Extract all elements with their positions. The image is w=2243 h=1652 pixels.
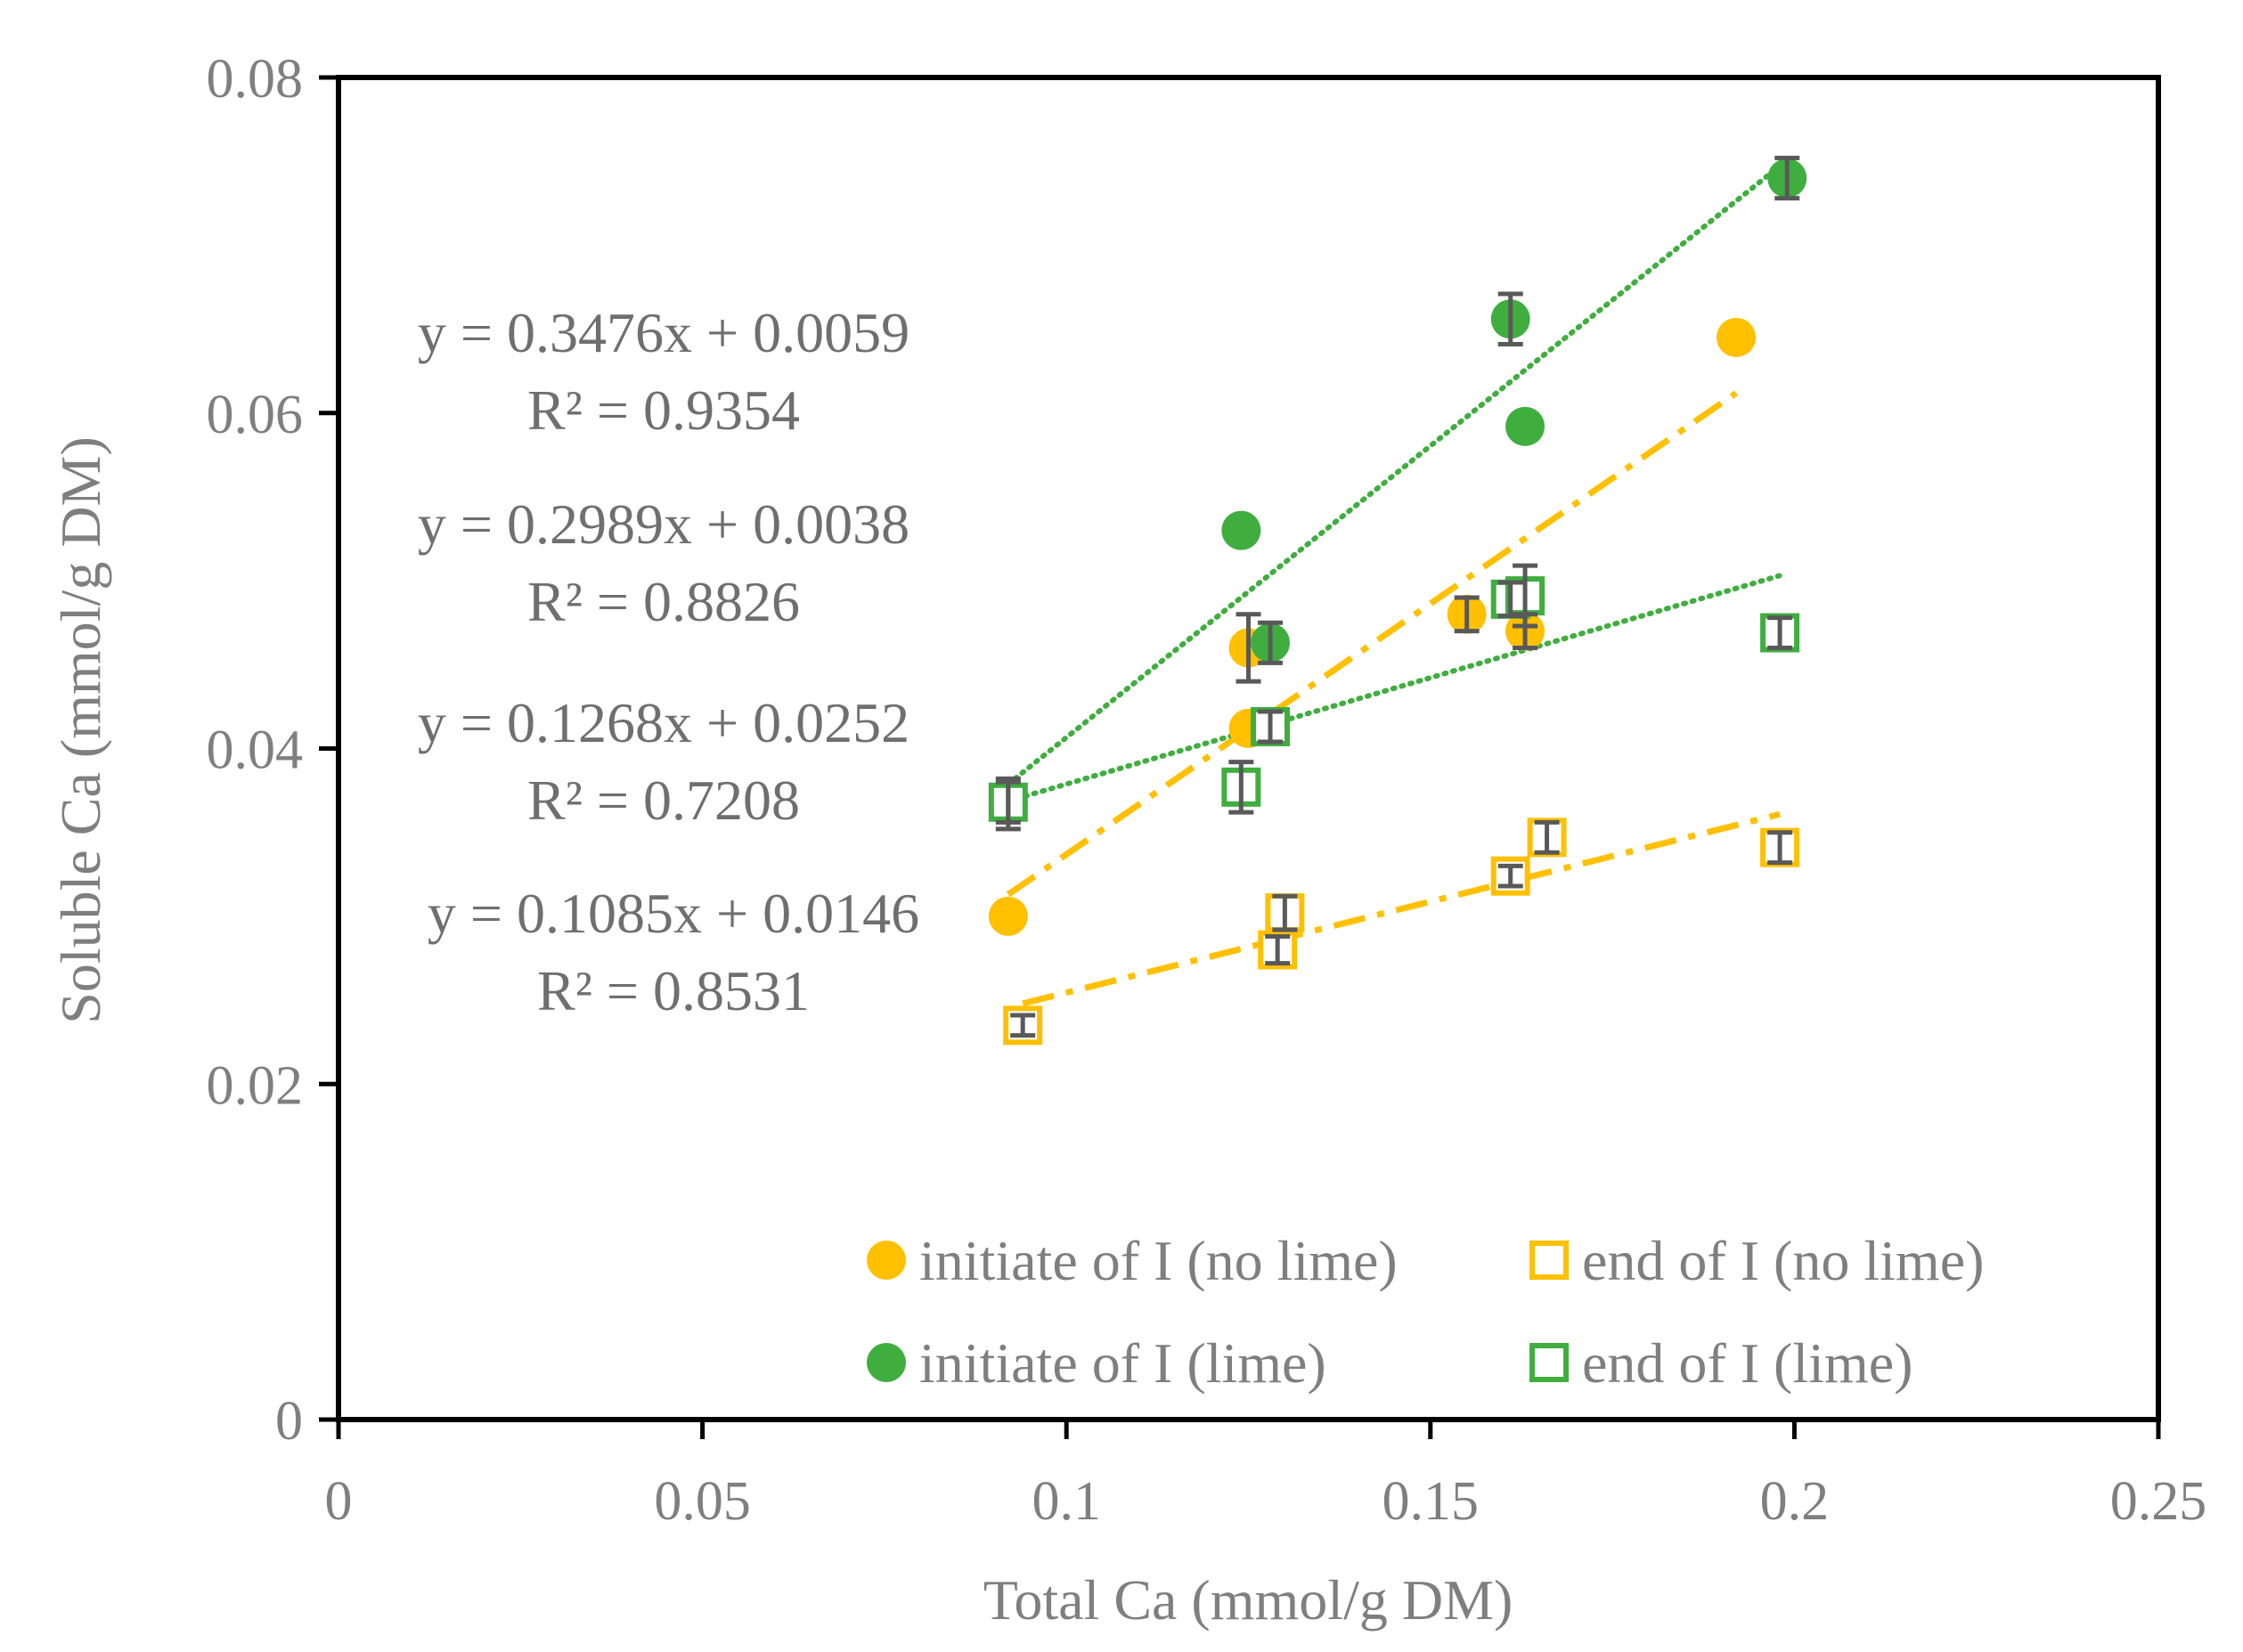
y-tick-label: 0.02 bbox=[207, 1055, 304, 1116]
trendline bbox=[1006, 390, 1739, 898]
trendlines bbox=[1005, 157, 1790, 1007]
x-axis-ticks bbox=[336, 1420, 2161, 1439]
error-bar bbox=[1258, 709, 1284, 745]
legend-marker-initiate-lime bbox=[867, 1343, 906, 1382]
error-bar bbox=[1513, 563, 1538, 629]
x-tick-label: 0.25 bbox=[2110, 1471, 2207, 1532]
y-tick-label: 0 bbox=[275, 1391, 303, 1452]
error-bar bbox=[1497, 580, 1523, 619]
equation-lime-initial: y = 0.3476x + 0.0059 bbox=[418, 301, 909, 364]
data-point bbox=[1505, 406, 1546, 446]
error-bar bbox=[1774, 155, 1800, 201]
x-tick-label: 0 bbox=[325, 1471, 353, 1532]
data-point bbox=[988, 896, 1028, 936]
x-axis-title: Total Ca (mmol/g DM) bbox=[983, 1568, 1513, 1632]
error-bar bbox=[1236, 612, 1261, 684]
y-axis-ticks bbox=[319, 75, 338, 1422]
equation-no-lime-initial: y = 0.2989x + 0.0038 bbox=[418, 492, 909, 556]
error-bar bbox=[1272, 893, 1298, 932]
trendline bbox=[1022, 810, 1781, 1007]
legend-marker-end-lime bbox=[1529, 1343, 1569, 1382]
y-tick-label: 0.06 bbox=[207, 385, 304, 445]
error-bar bbox=[1010, 1013, 1036, 1038]
error-bars bbox=[995, 155, 1800, 1038]
regression-equations: y = 0.3476x + 0.0059 R² = 0.9354 y = 0.2… bbox=[418, 301, 919, 1022]
legend-label-end-lime: end of I (lime) bbox=[1582, 1331, 1913, 1395]
x-tick-label: 0.05 bbox=[654, 1471, 751, 1532]
error-bar bbox=[1534, 819, 1560, 855]
error-bar bbox=[1497, 291, 1523, 347]
legend-marker-end-no-lime bbox=[1529, 1241, 1569, 1280]
y-axis-tick-labels: 0 0.02 0.04 0.06 0.08 bbox=[207, 49, 304, 1452]
equation-no-lime-end: y = 0.1085x + 0.0146 bbox=[428, 882, 919, 945]
legend-label-end-no-lime: end of I (no lime) bbox=[1582, 1229, 1984, 1292]
error-bar bbox=[1258, 620, 1284, 665]
x-tick-label: 0.15 bbox=[1383, 1471, 1480, 1532]
data-point bbox=[1221, 510, 1261, 550]
x-axis-tick-labels: 0 0.05 0.1 0.15 0.2 0.25 bbox=[325, 1471, 2207, 1532]
x-tick-label: 0.2 bbox=[1760, 1471, 1830, 1532]
r2-no-lime-initial: R² = 0.8826 bbox=[527, 570, 800, 633]
data-point bbox=[1717, 317, 1757, 357]
r2-lime-end: R² = 0.7208 bbox=[527, 769, 800, 832]
error-bar bbox=[1265, 933, 1291, 966]
trendline bbox=[1005, 157, 1790, 787]
error-bar bbox=[1454, 595, 1480, 634]
y-axis-title: Soluble Ca (mmol/g DM) bbox=[49, 436, 112, 1024]
legend-label-initiate-lime: initiate of I (lime) bbox=[919, 1331, 1326, 1395]
legend: initiate of I (no lime) end of I (no lim… bbox=[867, 1229, 1984, 1395]
equation-lime-end: y = 0.1268x + 0.0252 bbox=[418, 691, 909, 754]
y-tick-label: 0.04 bbox=[207, 720, 304, 781]
x-tick-label: 0.1 bbox=[1032, 1471, 1101, 1532]
error-bar bbox=[1228, 760, 1254, 815]
legend-label-initiate-no-lime: initiate of I (no lime) bbox=[919, 1229, 1398, 1292]
error-bar bbox=[1767, 615, 1793, 650]
trendline bbox=[1005, 573, 1783, 804]
r2-no-lime-end: R² = 0.8531 bbox=[537, 959, 810, 1022]
legend-marker-initiate-no-lime bbox=[867, 1241, 906, 1280]
error-bar bbox=[995, 779, 1021, 825]
r2-lime-initial: R² = 0.9354 bbox=[527, 378, 800, 442]
y-tick-label: 0.08 bbox=[207, 49, 304, 110]
error-bar bbox=[1767, 830, 1793, 866]
error-bar bbox=[1497, 863, 1523, 889]
